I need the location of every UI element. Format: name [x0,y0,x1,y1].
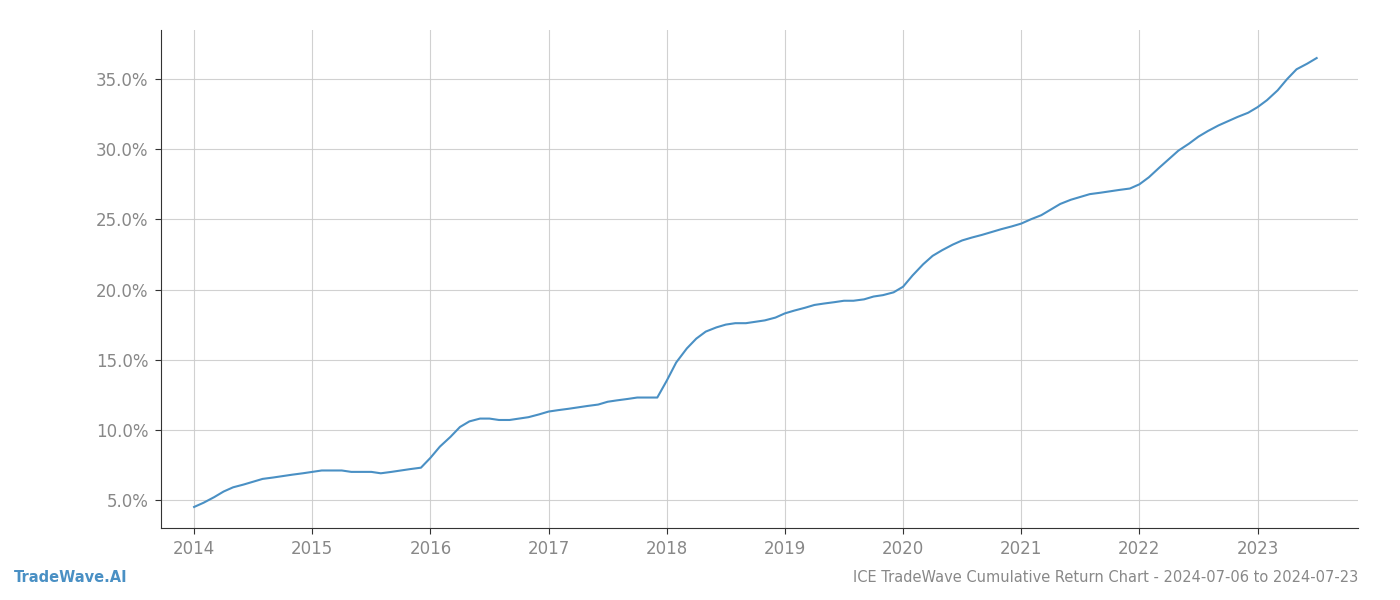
Text: ICE TradeWave Cumulative Return Chart - 2024-07-06 to 2024-07-23: ICE TradeWave Cumulative Return Chart - … [853,570,1358,585]
Text: TradeWave.AI: TradeWave.AI [14,570,127,585]
